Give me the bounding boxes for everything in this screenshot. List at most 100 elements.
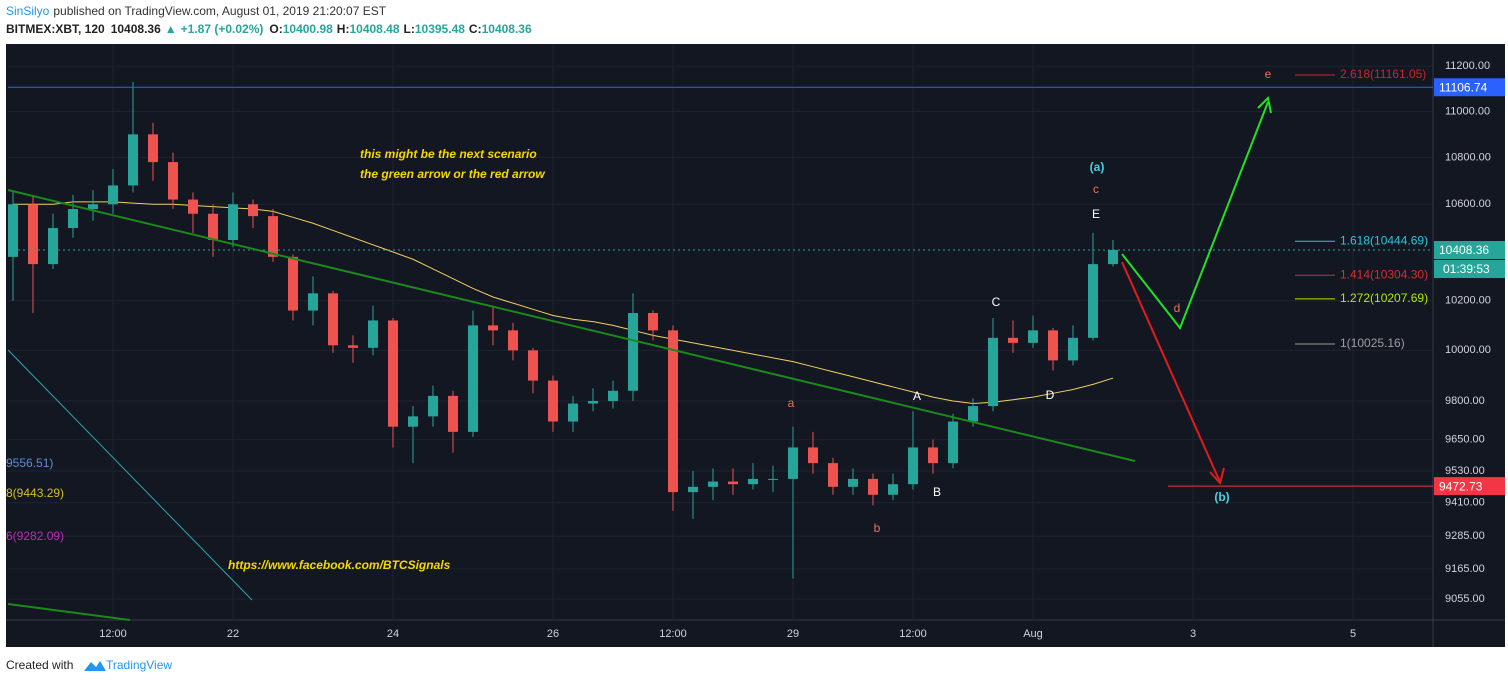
header-line-2: BITMEX:XBT, 120 10408.36 ▲ +1.87 (+0.02%) O:… (6, 22, 532, 36)
candle-body (48, 228, 58, 265)
candle-body (828, 463, 838, 487)
wave-label: e (1265, 67, 1272, 81)
price-tag-label: 10408.36 (1439, 243, 1489, 257)
published: published on TradingView.com, August 01,… (53, 4, 386, 18)
candle-body (268, 216, 278, 257)
candle-body (128, 134, 138, 186)
candle-body (788, 447, 798, 479)
y-tick-label: 10600.00 (1445, 198, 1491, 210)
x-tick-label: 12:00 (899, 628, 927, 640)
wave-label: a (788, 396, 795, 410)
candle-body (68, 209, 78, 229)
y-tick-label: 9410.00 (1445, 497, 1485, 509)
change: +1.87 (+0.02%) (181, 22, 264, 36)
price-tag-label: 9472.73 (1439, 479, 1483, 493)
footer: Created with TradingView (6, 658, 172, 672)
candle-body (188, 199, 198, 214)
fib-label: 1.618(10444.69) (1340, 233, 1428, 247)
candle-body (568, 403, 578, 422)
candle-body (308, 293, 318, 311)
y-tick-label: 9285.00 (1445, 530, 1485, 542)
red-arrow (1121, 261, 1221, 483)
candle-body (408, 416, 418, 427)
fib-label: 2.618(11161.05) (1340, 67, 1426, 81)
candle-body (508, 330, 518, 351)
annotation: the green arrow or the red arrow (360, 167, 545, 181)
candle-body (868, 478, 878, 495)
candle-body (468, 325, 478, 432)
y-tick-label: 10000.00 (1445, 344, 1491, 356)
x-tick-label: 24 (387, 628, 399, 640)
ohlc-value: 10395.48 (415, 22, 465, 36)
up-icon: ▲ (165, 22, 177, 36)
wave-label: D (1046, 388, 1055, 402)
y-tick-label: 9800.00 (1445, 395, 1485, 407)
x-tick-label: Aug (1023, 628, 1043, 640)
candle-body (88, 204, 98, 210)
chart-bg (6, 44, 1505, 647)
trend-line (7, 349, 253, 601)
author: SinSilyo (6, 4, 50, 18)
wave-label: c (1093, 182, 1099, 196)
x-tick-label: 3 (1190, 628, 1196, 640)
y-tick-label: 10800.00 (1445, 151, 1491, 163)
candle-body (428, 395, 438, 417)
ohlc-value: 10408.36 (482, 22, 532, 36)
y-tick-label: 11000.00 (1445, 105, 1490, 117)
candle-body (1068, 337, 1078, 361)
level-label: 8(9443.29) (6, 486, 64, 500)
x-tick-label: 12:00 (99, 628, 127, 640)
candle-body (1008, 337, 1018, 343)
candle-body (388, 320, 398, 427)
countdown-tag (1434, 260, 1505, 279)
x-tick-label: 29 (787, 628, 799, 640)
y-tick-label: 9165.00 (1445, 563, 1485, 575)
wave-label: d (1174, 301, 1181, 315)
candle-body (228, 204, 238, 241)
ohlc-key: O: (269, 22, 282, 36)
wave-label: (a) (1090, 160, 1105, 174)
fib-label: 1.414(10304.30) (1340, 267, 1428, 281)
drawings (7, 95, 1272, 621)
annotation: https://www.facebook.com/BTCSignals (228, 558, 451, 572)
x-tick-label: 12:00 (659, 628, 687, 640)
candle-body (448, 395, 458, 432)
candle-body (688, 486, 698, 493)
candle-body (628, 313, 638, 391)
fib-label: 1.272(10207.69) (1340, 291, 1428, 305)
candle-body (328, 293, 338, 346)
ohlc-value: 10400.98 (283, 22, 333, 36)
price-tag (1434, 78, 1505, 97)
candle-body (908, 447, 918, 485)
green-arrow (1121, 101, 1269, 330)
candle-body (108, 185, 118, 205)
header-line-1: SinSilyo published on TradingView.com, Au… (6, 4, 387, 18)
candle-body (1028, 330, 1038, 343)
candle-body (348, 345, 358, 348)
candle-body (28, 204, 38, 265)
candle-body (528, 350, 538, 381)
candle-body (728, 481, 738, 485)
annotation: this might be the next scenario (360, 147, 537, 161)
candle-body (488, 325, 498, 331)
wave-label: b (874, 521, 881, 535)
y-tick-label: 10200.00 (1445, 295, 1491, 307)
wave-label: E (1092, 207, 1100, 221)
x-tick-label: 5 (1350, 628, 1356, 640)
candle-body (1088, 264, 1098, 338)
candle-body (208, 213, 218, 241)
candle-body (748, 478, 758, 485)
ohlc-key: C: (469, 22, 482, 36)
level-label: 9556.51) (6, 456, 53, 470)
wave-label: (b) (1214, 490, 1229, 504)
x-tick-label: 26 (547, 628, 559, 640)
last-price: 10408.36 (111, 22, 161, 36)
footer-text: Created with (6, 658, 73, 672)
candle-body (968, 406, 978, 422)
y-tick-label: 9530.00 (1445, 465, 1485, 477)
y-tick-label: 11200.00 (1445, 60, 1490, 72)
candle-body (648, 313, 658, 331)
candle-body (948, 421, 958, 464)
candle-body (888, 484, 898, 495)
